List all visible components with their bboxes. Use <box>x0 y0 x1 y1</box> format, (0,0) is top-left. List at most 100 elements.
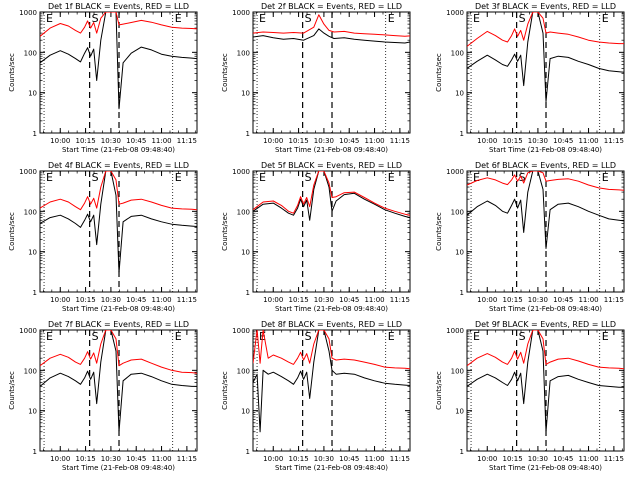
y-tick-label: 1000 <box>446 9 464 17</box>
y-tick-label: 100 <box>24 208 37 216</box>
marker-label: E <box>388 171 395 184</box>
black-events-series-line <box>40 330 197 433</box>
x-tick-label: 10:45 <box>339 455 359 463</box>
y-tick-label: 1000 <box>446 168 464 176</box>
chart-title: Det 6f BLACK = Events, RED = LLD <box>475 161 616 170</box>
red-lld-series-line <box>467 330 624 370</box>
y-tick-label: 1000 <box>232 168 250 176</box>
y-tick-label: 100 <box>24 49 37 57</box>
marker-label: E <box>46 12 53 25</box>
chart-title: Det 3f BLACK = Events, RED = LLD <box>475 2 616 11</box>
x-axis-label: Start Time (21-Feb-08 09:48:40) <box>62 146 175 154</box>
y-tick-label: 100 <box>237 367 250 375</box>
x-tick-label: 10:30 <box>528 455 548 463</box>
black-events-series-line <box>40 171 197 274</box>
chart-title: Det 5f BLACK = Events, RED = LLD <box>261 161 402 170</box>
red-lld-series-line <box>253 171 410 216</box>
x-tick-label: 11:15 <box>390 137 410 145</box>
chart-panel: Det 3f BLACK = Events, RED = LLD 1 10 100 10… <box>435 2 625 154</box>
y-tick-label: 1 <box>33 130 37 138</box>
y-tick-label: 100 <box>451 208 464 216</box>
y-tick-label: 1000 <box>446 327 464 335</box>
y-tick-label: 10 <box>241 90 250 98</box>
marker-label: E <box>473 330 480 343</box>
y-tick-label: 10 <box>455 90 464 98</box>
red-lld-series-line <box>253 330 410 370</box>
chart-panel: Det 5f BLACK = Events, RED = LLD 1 10 100 10… <box>221 161 411 313</box>
black-events-series-line <box>467 12 624 103</box>
red-lld-series-line <box>467 12 624 47</box>
black-events-series-line <box>253 171 410 221</box>
y-tick-label: 1 <box>460 448 464 456</box>
y-axis-label: Counts/sec <box>435 53 443 92</box>
marker-label: E <box>602 12 609 25</box>
marker-label: E <box>259 171 266 184</box>
y-tick-label: 1000 <box>19 9 37 17</box>
chart-panel: Det 9f BLACK = Events, RED = LLD 1 10 100 10… <box>435 320 625 472</box>
chart-title: Det 9f BLACK = Events, RED = LLD <box>475 320 616 329</box>
red-lld-series-line <box>467 171 624 191</box>
black-events-series-line <box>253 330 410 433</box>
marker-label: E <box>46 330 53 343</box>
x-tick-label: 10:30 <box>314 455 334 463</box>
marker-label: E <box>259 12 266 25</box>
y-axis-label: Counts/sec <box>435 212 443 251</box>
x-tick-label: 10:00 <box>263 296 283 304</box>
x-tick-label: 10:30 <box>101 137 121 145</box>
marker-label: S <box>519 330 526 343</box>
black-events-series-line <box>467 330 624 433</box>
chart-title: Det 8f BLACK = Events, RED = LLD <box>261 320 402 329</box>
y-tick-label: 100 <box>237 208 250 216</box>
x-tick-label: 10:45 <box>553 455 573 463</box>
x-tick-label: 10:00 <box>50 455 70 463</box>
marker-label: S <box>305 330 312 343</box>
x-tick-label: 11:00 <box>151 455 171 463</box>
marker-label: E <box>175 171 182 184</box>
x-axis-label: Start Time (21-Feb-08 09:48:40) <box>275 305 388 313</box>
y-tick-label: 10 <box>241 249 250 257</box>
chart-panel: Det 4f BLACK = Events, RED = LLD 1 10 100 10… <box>8 161 198 313</box>
chart-panel: Det 2f BLACK = Events, RED = LLD 1 10 100 10… <box>221 2 411 154</box>
x-tick-label: 11:00 <box>364 296 384 304</box>
y-tick-label: 100 <box>451 49 464 57</box>
marker-label: E <box>175 12 182 25</box>
x-tick-label: 11:15 <box>390 455 410 463</box>
x-tick-label: 11:00 <box>364 137 384 145</box>
y-axis-label: Counts/sec <box>221 212 229 251</box>
x-axis-label: Start Time (21-Feb-08 09:48:40) <box>275 464 388 472</box>
x-tick-label: 10:00 <box>477 455 497 463</box>
black-events-series-line <box>40 12 197 110</box>
chart-panel: Det 7f BLACK = Events, RED = LLD 1 10 100 10… <box>8 320 198 472</box>
marker-label: E <box>388 330 395 343</box>
y-tick-label: 100 <box>451 367 464 375</box>
y-tick-label: 10 <box>455 249 464 257</box>
marker-label: E <box>388 12 395 25</box>
chart-title: Det 1f BLACK = Events, RED = LLD <box>48 2 189 11</box>
chart-panel: Det 6f BLACK = Events, RED = LLD 1 10 100 10… <box>435 161 625 313</box>
x-tick-label: 10:00 <box>50 137 70 145</box>
chart-title: Det 7f BLACK = Events, RED = LLD <box>48 320 189 329</box>
x-axis-label: Start Time (21-Feb-08 09:48:40) <box>62 305 175 313</box>
y-tick-label: 1000 <box>19 327 37 335</box>
chart-title: Det 4f BLACK = Events, RED = LLD <box>48 161 189 170</box>
x-axis-label: Start Time (21-Feb-08 09:48:40) <box>275 146 388 154</box>
y-tick-label: 10 <box>241 408 250 416</box>
y-axis-label: Counts/sec <box>8 53 16 92</box>
red-lld-series-line <box>40 171 197 211</box>
x-tick-label: 10:30 <box>314 296 334 304</box>
marker-label: S <box>305 171 312 184</box>
x-tick-label: 11:15 <box>604 455 624 463</box>
x-tick-label: 10:15 <box>288 296 308 304</box>
x-tick-label: 10:15 <box>502 455 522 463</box>
x-tick-label: 11:15 <box>177 137 197 145</box>
red-lld-series-line <box>40 12 197 37</box>
y-axis-label: Counts/sec <box>435 371 443 410</box>
y-tick-label: 1 <box>33 289 37 297</box>
x-tick-label: 10:15 <box>75 137 95 145</box>
x-axis-label: Start Time (21-Feb-08 09:48:40) <box>489 464 602 472</box>
marker-label: S <box>519 171 526 184</box>
marker-label: S <box>92 12 99 25</box>
x-tick-label: 11:00 <box>151 137 171 145</box>
y-tick-label: 1000 <box>19 168 37 176</box>
